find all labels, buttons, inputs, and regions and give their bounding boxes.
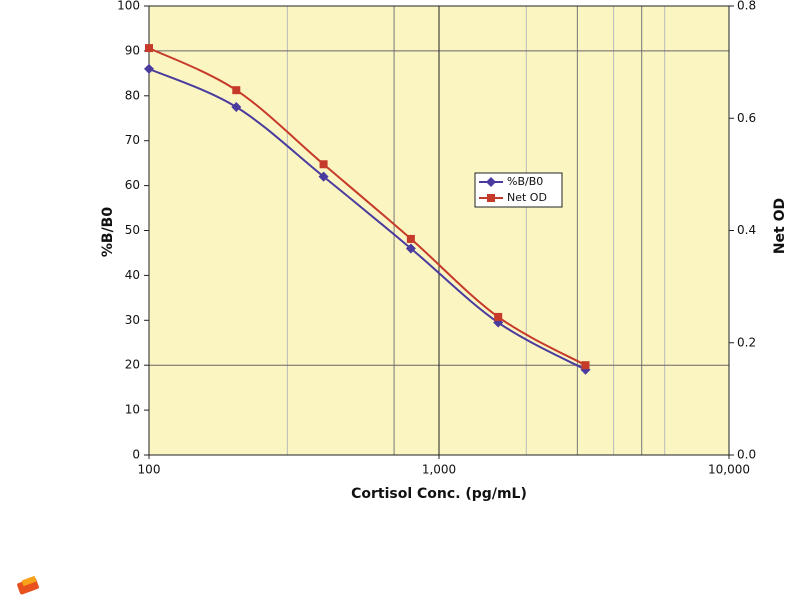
point bbox=[406, 234, 415, 243]
y2-axis-title: Net OD bbox=[772, 198, 788, 254]
y-tick-label: 90 bbox=[125, 43, 140, 57]
y-tick-label: 70 bbox=[125, 133, 140, 147]
y2-tick-label: 0.6 bbox=[737, 111, 756, 125]
point bbox=[232, 86, 241, 95]
y-tick-label: 20 bbox=[125, 358, 140, 372]
point bbox=[494, 312, 503, 321]
y-tick-label: 0 bbox=[132, 448, 140, 462]
point bbox=[581, 361, 590, 370]
y-tick-label: 10 bbox=[125, 403, 140, 417]
point bbox=[144, 63, 154, 74]
y2-tick-label: 0.2 bbox=[737, 335, 756, 349]
legend-label: %B/B0 bbox=[507, 175, 543, 188]
point bbox=[318, 171, 329, 182]
x-tick-label: 1,000 bbox=[422, 463, 456, 477]
logo-icon bbox=[17, 576, 39, 595]
y-tick-label: 30 bbox=[125, 313, 140, 327]
legend-marker bbox=[486, 177, 496, 187]
x-axis-title: Cortisol Conc. (pg/mL) bbox=[351, 486, 527, 502]
y-tick-label: 60 bbox=[125, 178, 140, 192]
series-line bbox=[148, 67, 586, 371]
point bbox=[231, 102, 242, 113]
x-tick-label: 10,000 bbox=[708, 463, 750, 477]
legend-marker bbox=[487, 194, 495, 202]
y2-tick-label: 0.4 bbox=[737, 223, 756, 237]
y2-tick-label: 0.8 bbox=[737, 0, 756, 13]
y-tick-label: 80 bbox=[125, 88, 140, 102]
y-tick-label: 100 bbox=[117, 0, 140, 13]
legend-label: Net OD bbox=[507, 191, 547, 204]
y-axis-title: %B/B0 bbox=[100, 207, 116, 257]
y-tick-label: 40 bbox=[125, 268, 140, 282]
legend: %B/B0 Net OD bbox=[474, 172, 563, 208]
y2-tick-label: 0.0 bbox=[737, 448, 756, 462]
point bbox=[405, 243, 416, 254]
point bbox=[145, 44, 153, 53]
x-tick-label: 100 bbox=[138, 463, 161, 477]
point bbox=[319, 160, 328, 169]
y-tick-label: 50 bbox=[125, 223, 140, 237]
plot-border bbox=[148, 5, 730, 456]
